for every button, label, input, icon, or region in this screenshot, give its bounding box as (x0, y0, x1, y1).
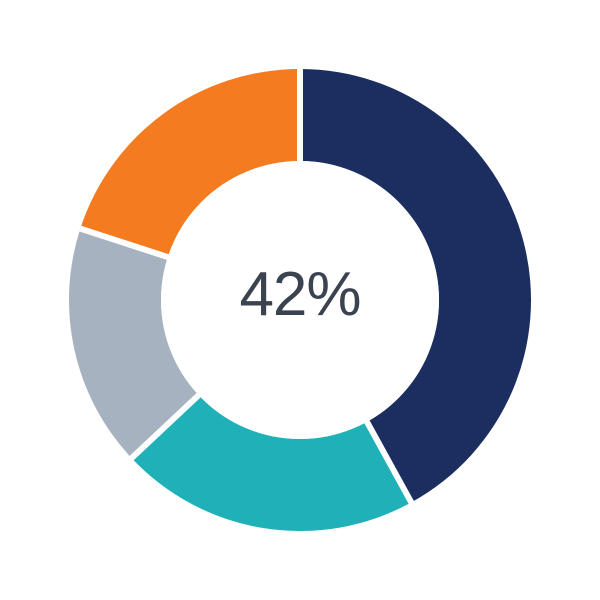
segment-separator (359, 411, 417, 510)
donut-hole (161, 161, 439, 439)
segment-navy (300, 68, 532, 503)
segment-gray (69, 228, 199, 459)
segment-separator (125, 386, 209, 465)
segment-teal (131, 395, 412, 532)
segment-separator (73, 223, 179, 263)
segment-orange (80, 69, 300, 258)
